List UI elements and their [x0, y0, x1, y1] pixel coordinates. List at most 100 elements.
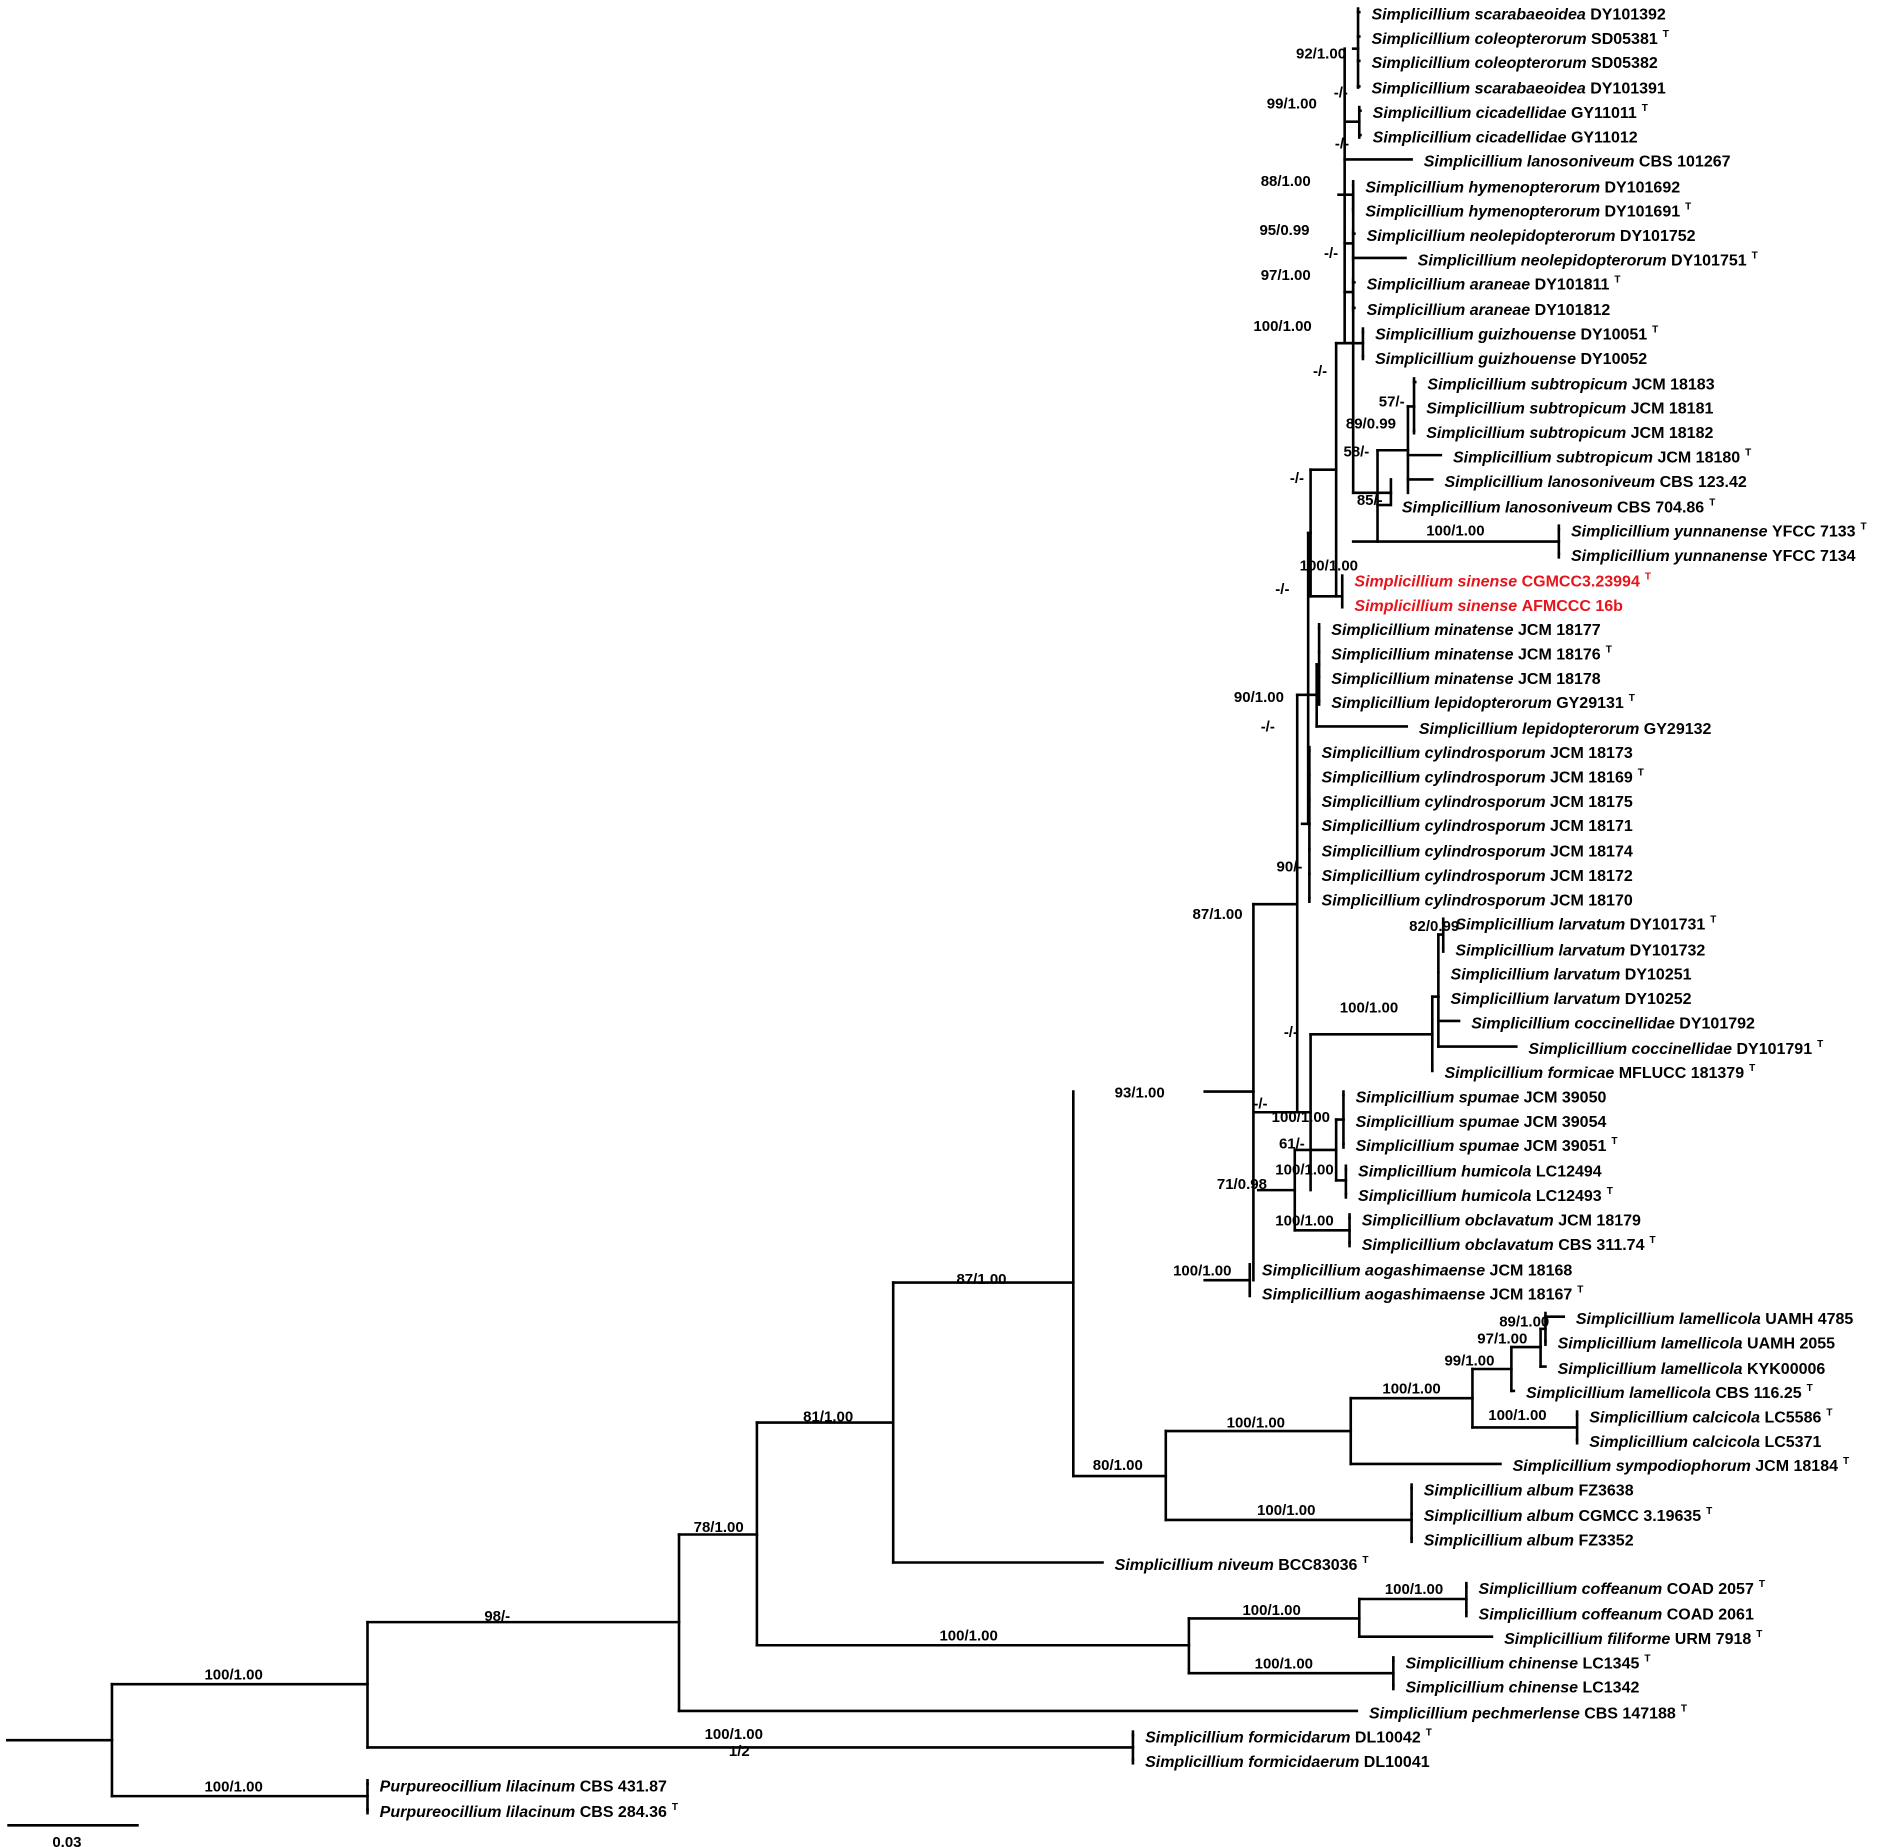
taxon-species-name: Simplicillium cylindrosporum	[1322, 868, 1550, 885]
taxon-label: Simplicillium araneae DY101811 T	[1367, 275, 1621, 294]
taxon-strain: JCM 18179	[1558, 1212, 1641, 1229]
taxon-strain: CBS 116.25	[1715, 1385, 1801, 1402]
taxon-strain: JCM 18172	[1550, 868, 1633, 885]
taxon-strain: GY11011	[1571, 105, 1637, 122]
support-value: 1/2	[729, 1743, 750, 1760]
taxon-species-name: Simplicillium larvatum	[1451, 991, 1625, 1008]
taxon-species-name: Simplicillium minatense	[1331, 647, 1518, 664]
taxon-species-name: Simplicillium coleopterorum	[1371, 31, 1591, 48]
taxon-strain: LC1345	[1582, 1655, 1639, 1672]
taxon-strain: GY11012	[1571, 129, 1638, 146]
support-value: -/-	[1324, 245, 1338, 262]
type-strain-mark: T	[1681, 1703, 1687, 1714]
taxon-strain: LC12494	[1536, 1164, 1602, 1181]
taxon-species-name: Simplicillium aogashimaense	[1262, 1287, 1490, 1304]
taxon-strain: JCM 18169	[1550, 769, 1633, 786]
taxon-label: Simplicillium niveum BCC83036 T	[1115, 1555, 1369, 1574]
taxon-label: Simplicillium cylindrosporum JCM 18171	[1322, 818, 1633, 835]
taxon-strain: JCM 39054	[1524, 1114, 1607, 1131]
taxon-strain: SD05381	[1591, 31, 1658, 48]
support-value: 100/1.00	[1382, 1380, 1440, 1397]
taxon-species-name: Simplicillium album	[1424, 1532, 1579, 1549]
support-value: 100/1.00	[939, 1627, 997, 1644]
taxon-label: Simplicillium lamellicola UAMH 4785	[1576, 1311, 1854, 1328]
taxon-species-name: Simplicillium calcicola	[1589, 1410, 1764, 1427]
taxon-label: Simplicillium coccinellidae DY101792	[1471, 1015, 1755, 1032]
taxon-strain: DY101391	[1590, 81, 1666, 98]
type-strain-mark: T	[1606, 645, 1612, 656]
type-strain-mark: T	[1749, 1063, 1755, 1074]
taxon-strain: JCM 18177	[1518, 622, 1601, 639]
taxon-label: Simplicillium araneae DY101812	[1367, 302, 1611, 319]
taxon-species-name: Simplicillium cicadellidae	[1373, 105, 1571, 122]
taxon-strain: CBS 311.74	[1558, 1237, 1644, 1254]
type-strain-mark: T	[1629, 693, 1635, 704]
taxon-label: Simplicillium cylindrosporum JCM 18170	[1322, 892, 1633, 909]
taxon-strain: MFLUCC 181379	[1619, 1065, 1744, 1082]
taxon-strain: AFMCCC 16b	[1522, 598, 1624, 615]
taxon-label: Simplicillium subtropicum JCM 18180 T	[1453, 447, 1751, 466]
taxon-strain: FZ3638	[1578, 1483, 1633, 1500]
taxon-species-name: Simplicillium sinense	[1354, 598, 1521, 615]
taxon-strain: CBS 704.86	[1617, 499, 1704, 516]
taxon-label: Simplicillium sympodiophorum JCM 18184 T	[1513, 1456, 1850, 1475]
taxon-strain: DY101731	[1630, 917, 1706, 934]
support-value: 78/1.00	[694, 1519, 744, 1536]
taxon-label: Simplicillium neolepidopterorum DY101751…	[1418, 250, 1758, 269]
taxon-strain: UAMH 2055	[1747, 1335, 1835, 1352]
taxon-strain: DY101732	[1630, 942, 1706, 959]
taxon-label: Simplicillium album FZ3352	[1424, 1532, 1634, 1549]
taxon-strain: DY10251	[1625, 967, 1692, 984]
taxon-species-name: Simplicillium obclavatum	[1362, 1237, 1559, 1254]
support-value: 100/1.00	[1426, 522, 1484, 539]
taxon-species-name: Simplicillium cylindrosporum	[1322, 794, 1550, 811]
taxon-label: Purpureocillium lilacinum CBS 284.36 T	[380, 1802, 678, 1821]
taxon-label: Simplicillium chinense LC1345 T	[1406, 1653, 1651, 1672]
type-strain-mark: T	[1710, 915, 1716, 926]
taxon-species-name: Simplicillium album	[1424, 1483, 1579, 1500]
type-strain-mark: T	[1362, 1555, 1368, 1566]
taxon-strain: DY101691	[1605, 204, 1681, 221]
taxon-label: Simplicillium minatense JCM 18178	[1331, 671, 1601, 688]
taxon-strain: DY101752	[1620, 228, 1696, 245]
taxon-species-name: Simplicillium cylindrosporum	[1322, 745, 1550, 762]
taxon-species-name: Simplicillium subtropicum	[1426, 425, 1630, 442]
type-strain-mark: T	[1649, 1235, 1655, 1246]
taxon-strain: UAMH 4785	[1765, 1311, 1853, 1328]
taxon-strain: CBS 147188	[1584, 1705, 1676, 1722]
taxon-label: Simplicillium lepidopterorum GY29132	[1419, 721, 1712, 738]
taxon-label: Simplicillium yunnanense YFCC 7134	[1571, 548, 1856, 565]
taxon-label: Simplicillium filiforme URM 7918 T	[1504, 1629, 1762, 1648]
support-value: 82/0.99	[1409, 918, 1459, 935]
taxon-strain: COAD 2061	[1667, 1607, 1754, 1624]
taxon-species-name: Simplicillium coffeanum	[1479, 1607, 1667, 1624]
taxon-species-name: Simplicillium niveum	[1115, 1557, 1279, 1574]
taxon-species-name: Simplicillium sinense	[1354, 574, 1521, 591]
support-value: 99/1.00	[1444, 1352, 1494, 1369]
taxon-label: Simplicillium formicae MFLUCC 181379 T	[1444, 1063, 1755, 1082]
taxon-strain: CBS 431.87	[580, 1778, 667, 1795]
taxon-strain: CGMCC 3.19635	[1578, 1508, 1701, 1525]
support-value: 100/1.00	[204, 1778, 262, 1795]
taxon-label: Purpureocillium lilacinum CBS 431.87	[380, 1778, 667, 1795]
taxon-label: Simplicillium formicidaerum DL10041	[1145, 1754, 1430, 1771]
taxon-species-name: Simplicillium subtropicum	[1427, 376, 1631, 393]
taxon-strain: URM 7918	[1675, 1631, 1752, 1648]
taxon-species-name: Simplicillium subtropicum	[1426, 401, 1630, 418]
tip-labels: Simplicillium scarabaeoidea DY101392Simp…	[380, 6, 1867, 1820]
taxon-label: Simplicillium cylindrosporum JCM 18175	[1322, 794, 1633, 811]
type-strain-mark: T	[1652, 325, 1658, 336]
type-strain-mark: T	[1706, 1506, 1712, 1517]
taxon-label: Simplicillium lanosoniveum CBS 123.42	[1444, 474, 1746, 491]
support-value: -/-	[1261, 718, 1275, 735]
taxon-strain: CBS 101267	[1639, 154, 1731, 171]
taxon-strain: DY101692	[1605, 179, 1681, 196]
support-value: 97/1.00	[1477, 1330, 1527, 1347]
taxon-label: Simplicillium cicadellidae GY11012	[1373, 129, 1638, 146]
taxon-species-name: Simplicillium spumae	[1356, 1090, 1524, 1107]
taxon-label: Simplicillium humicola LC12494	[1358, 1164, 1602, 1181]
taxon-species-name: Simplicillium cicadellidae	[1373, 129, 1571, 146]
taxon-label: Simplicillium cylindrosporum JCM 18172	[1322, 868, 1633, 885]
type-strain-mark: T	[1642, 103, 1648, 114]
